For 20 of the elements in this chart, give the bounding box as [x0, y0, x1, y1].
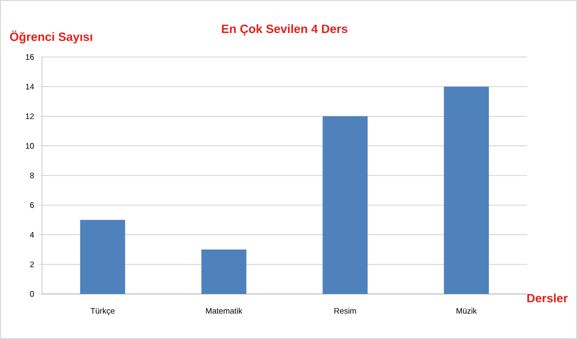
- chart-title: En Çok Sevilen 4 Ders: [222, 24, 348, 36]
- y-tick-label: 0: [30, 291, 34, 297]
- y-tick-label: 8: [30, 172, 34, 178]
- y-tick-label: 2: [30, 262, 34, 268]
- x-tick-label: Resim: [334, 308, 356, 314]
- x-tick-label: Matematik: [206, 308, 242, 314]
- x-axis-title: Dersler: [527, 294, 568, 302]
- bar: [201, 250, 246, 294]
- y-tick-label: 16: [26, 54, 34, 60]
- y-axis-title: Öğrenci Sayısı: [10, 30, 92, 44]
- y-tick-label: 12: [26, 113, 34, 120]
- bar: [80, 220, 126, 294]
- y-tick-label: 4: [30, 232, 34, 238]
- y-tick-label: 10: [26, 143, 34, 149]
- x-tick-label: Müzik: [456, 308, 477, 314]
- x-tick-label: Türkçe: [90, 308, 114, 316]
- y-tick-label: 6: [30, 202, 34, 208]
- bar: [322, 116, 368, 294]
- y-tick-label: 14: [26, 84, 34, 90]
- bar: [444, 86, 489, 294]
